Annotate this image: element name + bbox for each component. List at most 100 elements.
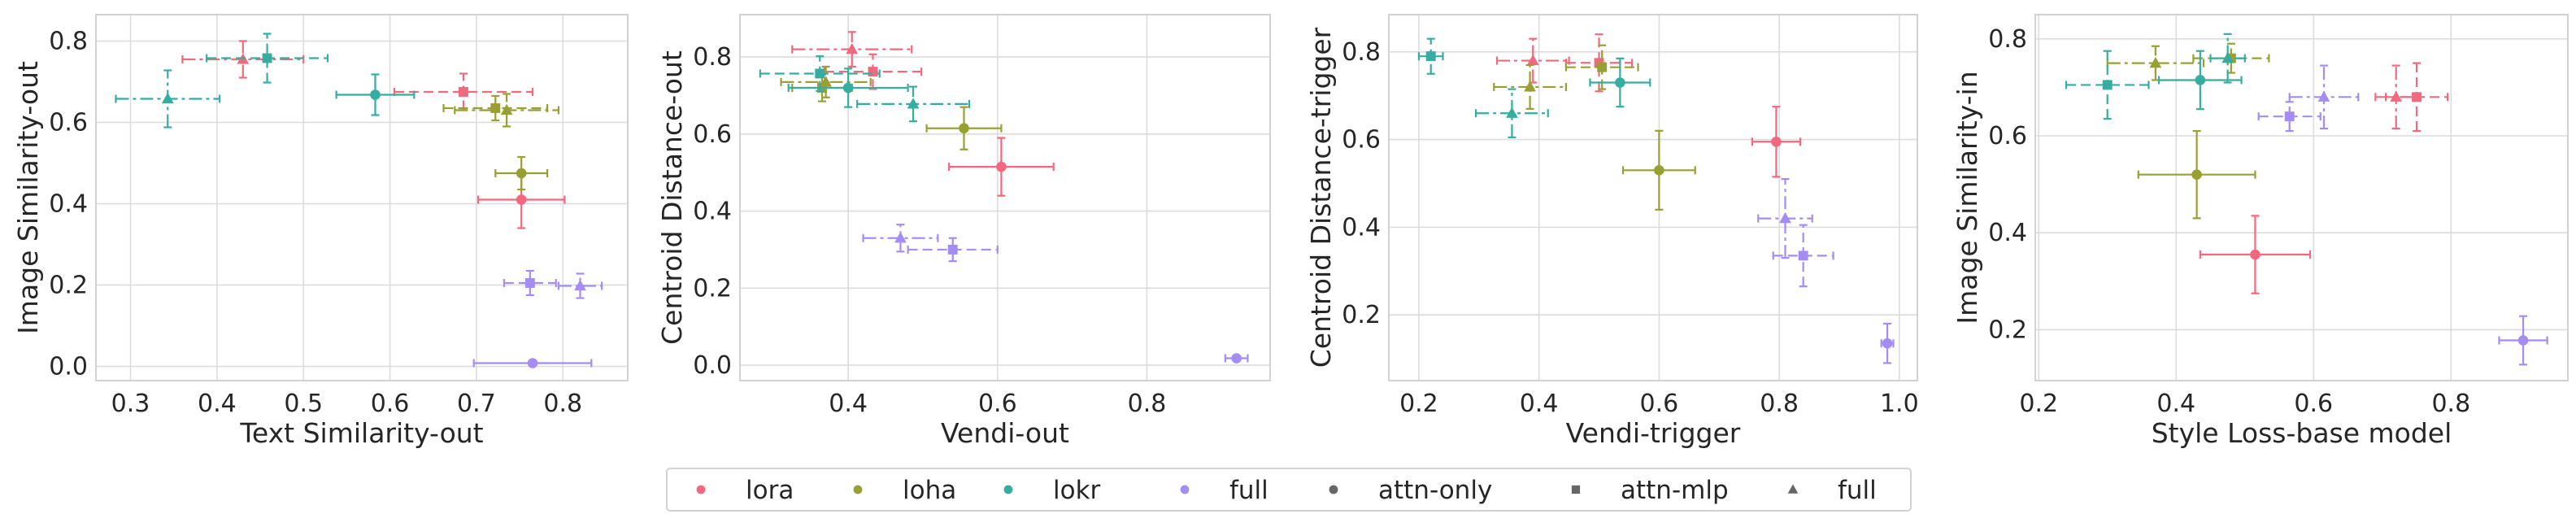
x-tick-label: 0.5 <box>284 390 323 418</box>
point-lora-full <box>181 40 305 79</box>
legend-item-2: loha <box>853 476 956 505</box>
data-point-marker <box>2284 111 2295 122</box>
data-point-marker <box>2149 56 2162 68</box>
x-axis-label: Vendi-out <box>941 417 1069 449</box>
x-tick-label: 0.7 <box>457 390 496 418</box>
point-lokr-attn-mlp <box>2065 50 2150 120</box>
data-point-marker <box>262 53 272 63</box>
legend-item-6: attn-mlp <box>1571 476 1729 505</box>
legend: lora loha lokr full attn-only attn-mlp full <box>666 468 1912 512</box>
point-lokr-attn-only <box>787 68 909 108</box>
data-point-marker <box>846 42 859 54</box>
legend-label: full <box>1838 476 1877 505</box>
axes-frame <box>1388 14 1918 381</box>
y-tick-label: 0.6 <box>49 109 88 137</box>
data-point-marker <box>894 232 907 243</box>
data-point-marker <box>500 103 513 115</box>
point-full-full <box>1757 177 1813 259</box>
chart-panel-3: 0.2 0.4 0.6 0.8 1.0 0.2 0.4 0.6 0.8 Vendi-trigger… <box>1305 14 1919 449</box>
x-axis-label: Vendi-trigger <box>1566 417 1741 449</box>
point-lokr-attn-mlp <box>206 33 329 84</box>
x-tick-label: 0.8 <box>1128 390 1167 418</box>
data-point-marker <box>527 358 538 368</box>
data-point-marker <box>2102 80 2113 90</box>
legend-item-7: full <box>1787 476 1877 505</box>
data-point-marker <box>459 87 468 97</box>
y-axis-label: Centroid Distance-trigger <box>1305 27 1337 368</box>
point-full-attn-only <box>1880 322 1895 364</box>
legend-label: full <box>1229 476 1268 505</box>
data-point-marker <box>490 103 501 113</box>
legend-label: attn-mlp <box>1621 476 1729 505</box>
data-point-marker <box>1798 250 1808 261</box>
point-loha-full <box>1493 63 1567 110</box>
data-point-marker <box>370 89 381 100</box>
axes-frame <box>95 14 629 381</box>
data-point-marker <box>161 92 174 104</box>
data-point-marker <box>2517 335 2529 346</box>
data-point-marker <box>2317 90 2330 102</box>
data-point-marker <box>1526 54 1539 66</box>
legend-item-5: attn-only <box>1329 476 1492 505</box>
data-point-marker <box>2221 51 2234 63</box>
point-lora-full <box>791 31 913 68</box>
legend-color-marker <box>1003 485 1013 494</box>
legend-box <box>666 468 1912 512</box>
point-full-full <box>2288 64 2360 130</box>
data-point-marker <box>1771 136 1782 147</box>
x-tick-label: 0.6 <box>1640 390 1679 418</box>
data-point-marker <box>2250 249 2261 260</box>
axes-frame <box>2034 14 2569 381</box>
point-lokr-full <box>115 69 221 128</box>
point-loha-attn-only <box>925 106 1003 150</box>
point-lokr-full <box>856 85 971 123</box>
y-tick-label: 0.0 <box>693 351 732 380</box>
y-tick-label: 0.4 <box>49 190 88 219</box>
y-tick-label: 0.4 <box>693 198 732 226</box>
point-loha-attn-only <box>2137 129 2256 220</box>
data-point-marker <box>516 168 527 179</box>
point-lokr-full <box>1475 88 1549 138</box>
legend-item-4: full <box>1180 476 1268 505</box>
y-tick-label: 0.6 <box>1342 126 1381 155</box>
legend-color-marker <box>853 485 863 494</box>
point-lokr-attn-mlp <box>759 55 881 92</box>
data-point-marker <box>2195 75 2206 85</box>
point-lora-attn-only <box>1751 106 1802 178</box>
legend-color-marker <box>1180 485 1190 494</box>
point-full-attn-only <box>2498 315 2548 366</box>
point-loha-full <box>454 93 560 128</box>
data-point-marker <box>947 244 958 255</box>
y-tick-label: 0.2 <box>1988 316 2027 344</box>
point-full-attn-mlp <box>2257 101 2321 133</box>
x-tick-label: 0.4 <box>2156 390 2195 418</box>
x-tick-label: 0.4 <box>198 390 237 418</box>
legend-label: lora <box>746 476 794 505</box>
chart-panel-1: 0.3 0.4 0.5 0.6 0.7 0.8 0.0 0.2 0.4 0.6 0.8 Text Si… <box>12 14 629 449</box>
x-tick-label: 0.4 <box>829 390 868 418</box>
data-point-marker <box>907 98 920 109</box>
point-lora-attn-only <box>2199 215 2312 294</box>
legend-label: lokr <box>1053 476 1101 505</box>
point-loha-attn-only <box>494 155 549 191</box>
point-full-attn-mlp <box>503 269 557 297</box>
point-full-attn-only <box>472 358 593 368</box>
plot-area <box>740 15 1270 381</box>
legend-label: attn-only <box>1378 476 1492 505</box>
legend-shape-marker <box>1571 485 1581 494</box>
data-point-marker <box>1882 338 1893 349</box>
x-tick-label: 0.4 <box>1520 390 1559 418</box>
legend-item-1: lora <box>696 476 794 505</box>
data-point-marker <box>524 278 535 288</box>
point-loha-full <box>2106 45 2205 81</box>
plot-area <box>96 15 628 381</box>
chart-panel-2: 0.4 0.6 0.8 0.0 0.2 0.4 0.6 0.8 Vendi-out Centroi… <box>656 14 1271 449</box>
x-tick-label: 1.0 <box>1880 390 1919 418</box>
legend-color-marker <box>696 485 706 494</box>
x-axis-label: Style Loss-base model <box>2152 417 2452 449</box>
x-tick-label: 0.6 <box>2294 390 2333 418</box>
data-point-marker <box>2412 92 2422 102</box>
data-point-marker <box>1654 165 1664 176</box>
point-full-attn-mlp <box>1772 224 1834 288</box>
y-tick-label: 0.8 <box>693 43 732 72</box>
